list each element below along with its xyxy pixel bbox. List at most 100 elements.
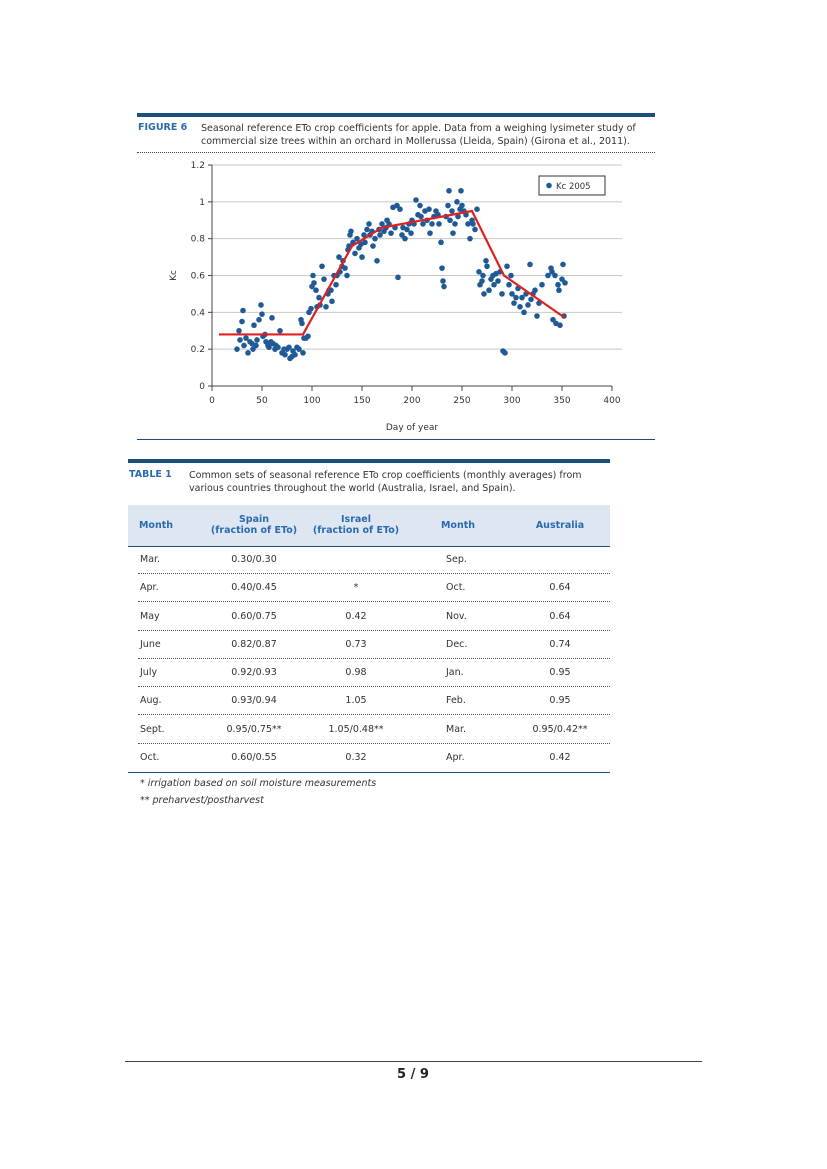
- data-point: [495, 278, 501, 284]
- cell-israel: 0.73: [345, 638, 367, 650]
- data-point: [521, 309, 527, 316]
- data-point: [545, 272, 551, 279]
- cell-month-2: Oct.: [446, 582, 466, 594]
- data-point: [245, 350, 251, 356]
- data-point: [511, 300, 517, 306]
- table-row: May 0.60/0.75 0.42 Nov. 0.64: [128, 603, 610, 631]
- data-point: [472, 226, 478, 233]
- data-point: [310, 272, 316, 279]
- data-point: [395, 274, 401, 281]
- data-point: [408, 230, 414, 236]
- data-point: [504, 263, 510, 270]
- data-point: [440, 278, 446, 284]
- y-tick-label: 0.2: [191, 345, 205, 355]
- x-tick-label: 200: [403, 396, 420, 406]
- data-point: [299, 320, 305, 327]
- data-point: [329, 298, 335, 305]
- data-point: [508, 272, 514, 279]
- data-point: [259, 311, 265, 317]
- data-point: [513, 294, 519, 301]
- cell-spain: 0.93/0.94: [231, 695, 277, 707]
- row-divider: [138, 601, 610, 603]
- cell-month-2: Mar.: [446, 723, 467, 735]
- cell-month: Sept.: [140, 723, 165, 735]
- x-tick-label: 300: [503, 396, 520, 406]
- data-point: [328, 287, 334, 294]
- header-month-2: Month: [440, 520, 476, 531]
- table-row: Oct. 0.60/0.55 0.32 Apr. 0.42: [128, 744, 610, 772]
- data-point: [269, 315, 275, 321]
- cell-australia: 0.95: [549, 667, 571, 678]
- cell-month: July: [140, 667, 158, 678]
- cell-month-2: Nov.: [446, 610, 467, 622]
- legend-box: [538, 175, 606, 196]
- trend-line: [219, 209, 566, 336]
- data-point: [316, 294, 322, 301]
- data-point: [532, 287, 538, 294]
- data-point: [296, 346, 302, 352]
- cell-month-2: Feb.: [446, 695, 466, 707]
- table-top-rule: [128, 459, 610, 463]
- cell-australia: 0.95: [549, 695, 571, 707]
- data-point: [454, 199, 460, 205]
- x-tick-label: 350: [553, 396, 570, 406]
- data-point: [481, 291, 487, 297]
- x-tick-label: 100: [303, 396, 320, 406]
- page-number: 5 / 9: [397, 1067, 429, 1082]
- cell-spain: 0.40/0.45: [231, 582, 277, 594]
- cell-month-2: Dec.: [446, 638, 468, 650]
- data-point: [474, 206, 480, 212]
- cell-spain: 0.92/0.93: [231, 667, 277, 678]
- data-point: [321, 276, 327, 282]
- x-tick-label: 250: [453, 396, 470, 406]
- data-point: [429, 221, 435, 227]
- header-israel-name: Israel: [341, 514, 371, 525]
- cell-israel: 0.98: [345, 667, 367, 678]
- row-divider: [138, 742, 610, 744]
- data-point: [313, 287, 319, 294]
- data-point: [372, 235, 378, 242]
- cell-month-2: Apr.: [446, 751, 465, 763]
- data-point: [459, 202, 465, 209]
- data-point: [447, 217, 453, 224]
- data-point: [450, 230, 456, 236]
- data-point: [455, 213, 461, 220]
- y-tick-label: 0.4: [191, 308, 206, 318]
- data-point: [502, 350, 508, 356]
- data-point: [479, 278, 485, 284]
- data-point: [241, 342, 247, 349]
- data-point: [555, 281, 561, 288]
- data-point: [557, 322, 563, 329]
- data-point: [240, 307, 246, 314]
- table-row: Aug. 0.93/0.94 1.05 Feb. 0.95: [128, 687, 610, 716]
- x-tick-label: 400: [603, 396, 620, 406]
- cell-month: Aug.: [140, 695, 162, 707]
- data-point: [427, 230, 433, 236]
- kc-scatter-chart: 0 0.2 0.4 0.6 0.8 1 1.2 0 50 100 150 200 250 300 350 40…: [169, 161, 622, 433]
- data-point: [323, 304, 329, 310]
- data-point: [517, 304, 523, 310]
- y-tick-label: 1: [199, 198, 205, 208]
- data-point: [311, 280, 317, 286]
- figure-bottom-rule: [137, 439, 655, 440]
- y-tick-label: 0: [199, 382, 205, 392]
- data-point: [366, 221, 372, 227]
- data-point: [556, 287, 562, 294]
- cell-month-2: Sep.: [446, 554, 467, 565]
- cell-israel: 0.42: [345, 610, 367, 622]
- data-point: [458, 187, 464, 194]
- cell-month-2: Jan.: [446, 667, 464, 678]
- cell-month: Mar.: [140, 554, 161, 565]
- table-bottom-rule: [128, 772, 610, 773]
- figure-label: FIGURE 6: [138, 122, 188, 133]
- data-point: [525, 302, 531, 308]
- cell-spain: 0.82/0.87: [231, 638, 277, 650]
- data-point: [441, 283, 447, 290]
- data-point: [449, 208, 455, 214]
- cell-spain: 0.30/0.30: [231, 554, 277, 565]
- cell-israel: *: [353, 582, 359, 594]
- data-point: [275, 344, 281, 351]
- data-point: [480, 272, 486, 279]
- data-point: [292, 351, 298, 358]
- data-point: [364, 226, 370, 233]
